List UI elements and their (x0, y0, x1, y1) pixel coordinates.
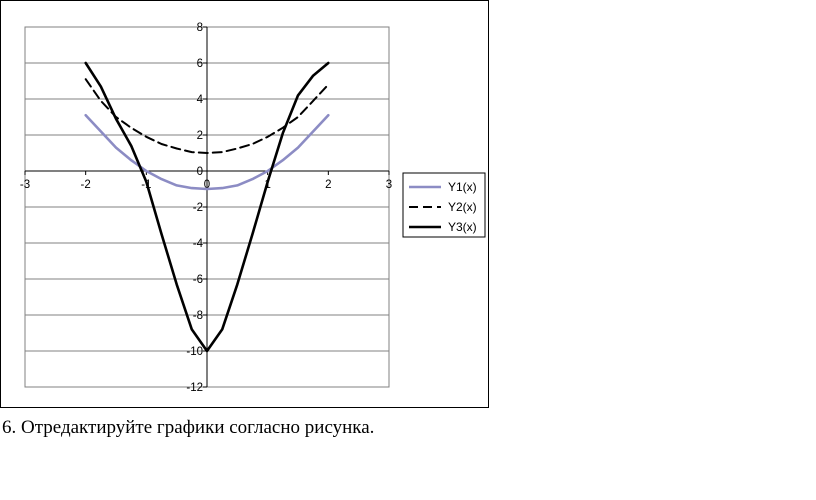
legend-label-1: Y2(x) (448, 200, 477, 214)
y-tick-label-6: -4 (193, 238, 204, 250)
y-tick-label-9: -10 (186, 346, 203, 358)
y-tick-label-2: 4 (197, 94, 204, 106)
y-tick-label-1: 6 (197, 58, 203, 70)
legend-label-2: Y3(x) (448, 220, 477, 234)
x-tick-label-6: 3 (386, 179, 392, 191)
y-tick-label-4: 0 (197, 166, 203, 178)
y-tick-label-8: -8 (193, 310, 203, 322)
y-tick-label-10: -12 (186, 382, 203, 394)
chart-area: 8 6 4 2 0 -2 -4 -6 -8 -10 -12 -3 -2 -1 0 1 2 3 Y1(x) Y2(x) Y… (0, 0, 489, 408)
x-tick-label-5: 2 (325, 179, 331, 191)
y-tick-label-3: 2 (197, 130, 203, 142)
series-line-0 (84, 113, 330, 191)
x-tick-label-1: -2 (81, 179, 91, 191)
series-line-1 (84, 78, 330, 154)
y-tick-label-0: 8 (197, 22, 203, 34)
instruction-caption: 6. Отредактируйте графики согласно рисун… (2, 417, 375, 438)
legend-label-0: Y1(x) (448, 180, 477, 194)
y-tick-label-5: -2 (193, 202, 203, 214)
series-line-2 (84, 61, 330, 353)
x-tick-label-3: 0 (204, 179, 210, 191)
x-tick-label-0: -3 (20, 179, 30, 191)
y-tick-label-7: -6 (193, 274, 203, 286)
